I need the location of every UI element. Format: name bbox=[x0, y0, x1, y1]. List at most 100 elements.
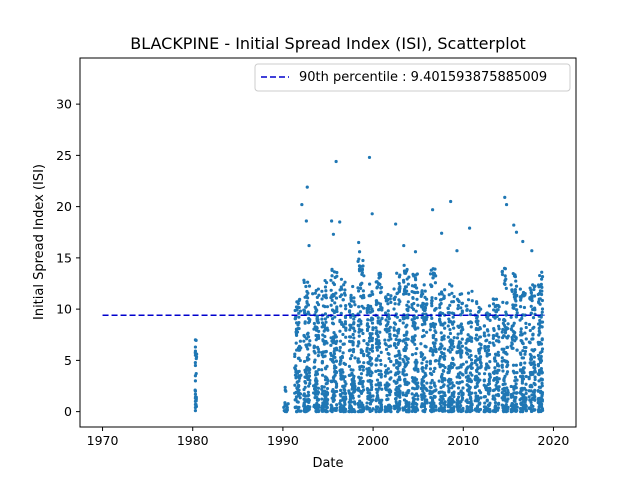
data-point bbox=[505, 386, 509, 390]
data-point bbox=[357, 394, 361, 398]
data-point bbox=[329, 379, 333, 383]
data-point bbox=[433, 281, 438, 285]
data-point bbox=[378, 275, 382, 279]
data-point bbox=[307, 243, 311, 248]
data-point bbox=[451, 315, 455, 319]
data-point bbox=[457, 344, 461, 348]
data-point bbox=[527, 375, 531, 379]
data-point bbox=[540, 277, 544, 281]
data-point bbox=[325, 305, 330, 309]
data-point bbox=[360, 267, 365, 271]
data-point bbox=[456, 406, 460, 410]
data-point bbox=[339, 376, 343, 381]
data-point bbox=[448, 282, 452, 286]
data-point bbox=[324, 296, 328, 300]
data-point bbox=[530, 294, 534, 298]
data-point bbox=[324, 320, 328, 324]
data-point bbox=[500, 269, 504, 273]
data-point bbox=[307, 353, 311, 357]
data-point bbox=[365, 309, 369, 313]
data-point bbox=[329, 278, 333, 282]
data-point bbox=[528, 352, 532, 357]
data-point bbox=[284, 389, 288, 393]
data-point bbox=[439, 342, 443, 346]
data-point bbox=[527, 389, 531, 393]
data-point bbox=[539, 292, 544, 297]
data-point bbox=[476, 380, 480, 384]
data-point bbox=[368, 293, 372, 297]
data-point bbox=[497, 364, 501, 368]
data-point bbox=[414, 405, 418, 409]
data-point bbox=[415, 386, 419, 390]
data-point bbox=[322, 389, 327, 393]
data-point bbox=[344, 382, 348, 386]
data-point bbox=[457, 350, 461, 354]
data-point bbox=[410, 339, 414, 343]
data-point bbox=[473, 391, 478, 395]
data-point bbox=[478, 360, 483, 364]
data-point bbox=[510, 335, 514, 340]
data-point bbox=[504, 202, 509, 207]
data-point bbox=[446, 335, 450, 339]
data-point bbox=[316, 406, 320, 410]
data-point bbox=[283, 401, 287, 405]
data-point bbox=[538, 318, 542, 323]
data-point bbox=[366, 379, 370, 383]
data-point bbox=[476, 322, 480, 327]
data-point bbox=[447, 293, 451, 297]
data-point bbox=[321, 409, 325, 413]
data-point bbox=[524, 374, 528, 379]
data-point bbox=[341, 351, 345, 355]
data-point bbox=[495, 371, 499, 375]
data-point bbox=[416, 397, 420, 401]
data-point bbox=[296, 301, 300, 306]
data-point bbox=[386, 397, 390, 401]
data-point bbox=[330, 219, 334, 223]
data-point bbox=[428, 272, 433, 276]
data-point bbox=[440, 352, 445, 356]
data-point bbox=[425, 360, 429, 364]
data-point bbox=[539, 342, 543, 346]
data-point bbox=[470, 361, 474, 365]
data-point bbox=[320, 397, 324, 401]
data-point bbox=[439, 404, 443, 408]
data-point bbox=[376, 395, 380, 400]
data-point bbox=[340, 391, 345, 395]
data-point bbox=[325, 364, 329, 368]
data-point bbox=[448, 331, 453, 336]
data-point bbox=[531, 333, 535, 337]
data-point bbox=[411, 402, 415, 407]
data-point bbox=[402, 243, 406, 248]
data-point bbox=[332, 294, 336, 298]
data-point bbox=[536, 353, 541, 358]
data-point bbox=[370, 379, 374, 383]
data-point bbox=[468, 335, 472, 339]
data-point bbox=[460, 309, 464, 313]
data-point bbox=[494, 377, 499, 382]
data-point bbox=[402, 263, 406, 267]
data-point bbox=[320, 317, 324, 321]
data-point bbox=[393, 302, 397, 306]
data-point bbox=[530, 249, 534, 253]
data-point bbox=[406, 300, 410, 304]
data-point bbox=[438, 317, 442, 321]
data-point bbox=[193, 402, 198, 407]
data-point bbox=[456, 372, 460, 376]
points-layer bbox=[193, 155, 545, 414]
data-point bbox=[302, 387, 306, 392]
data-point bbox=[539, 359, 544, 363]
data-point bbox=[371, 407, 375, 411]
data-point bbox=[466, 384, 471, 388]
data-point bbox=[413, 401, 418, 405]
data-point bbox=[447, 320, 451, 324]
data-point bbox=[509, 283, 513, 287]
data-point bbox=[398, 286, 402, 291]
data-point bbox=[305, 343, 309, 347]
data-point bbox=[397, 298, 401, 302]
data-point bbox=[520, 409, 524, 413]
data-point bbox=[505, 301, 509, 305]
data-point bbox=[530, 337, 534, 341]
data-point bbox=[459, 313, 463, 317]
data-point bbox=[313, 392, 318, 397]
data-point bbox=[296, 400, 300, 404]
